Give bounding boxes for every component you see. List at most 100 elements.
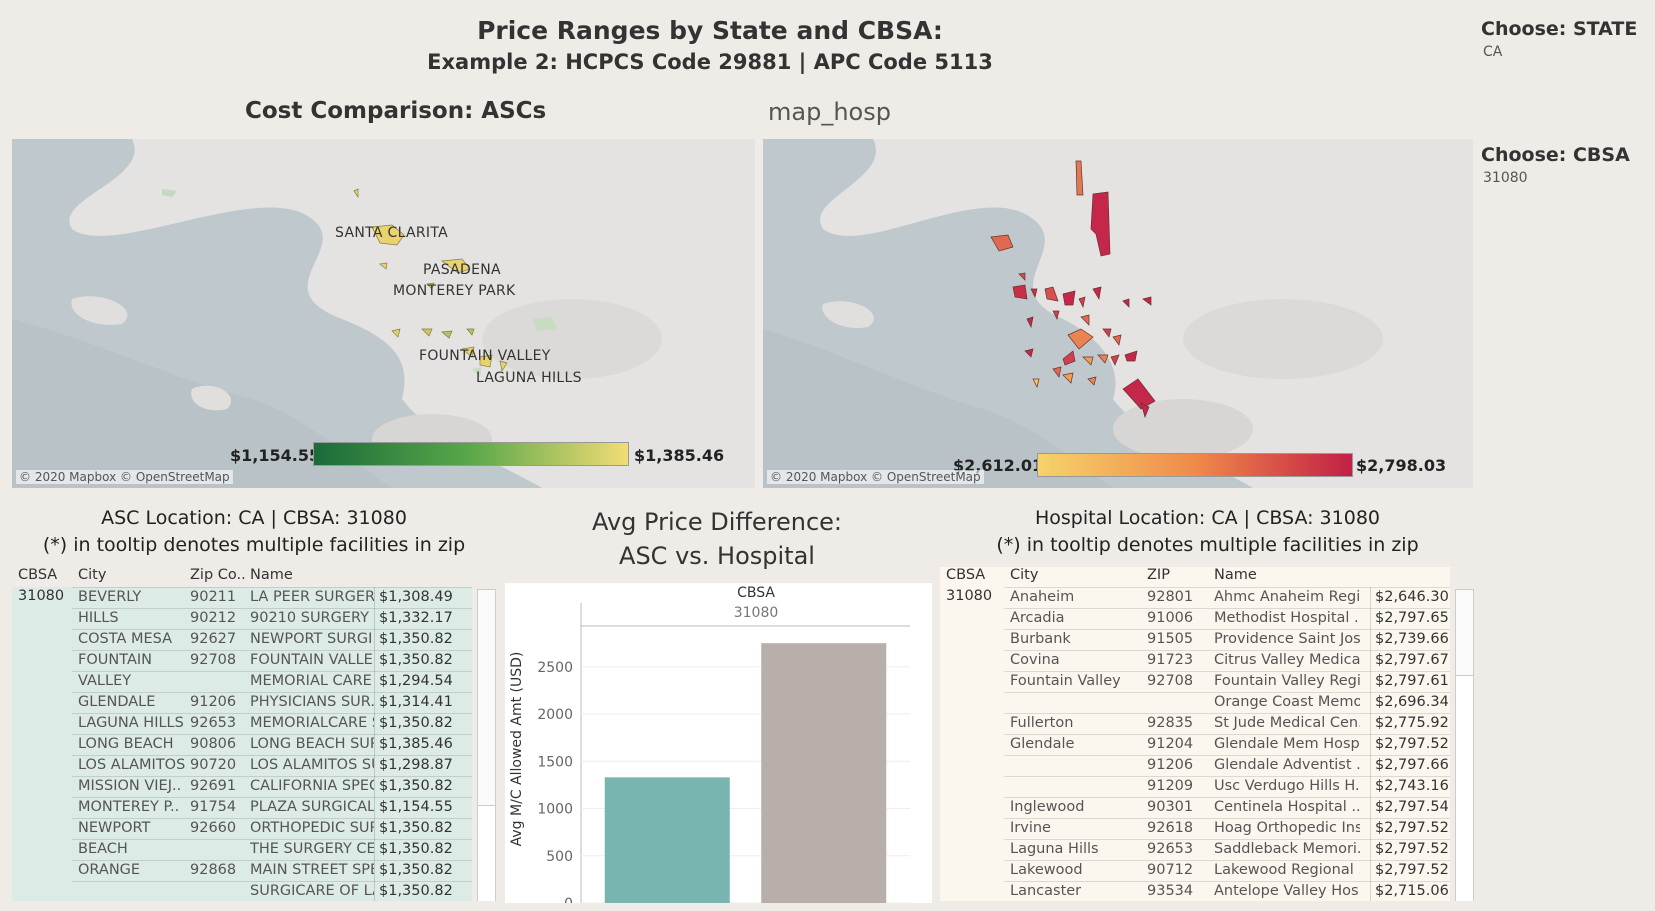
table-row[interactable]: Fountain Valley 92708 Fountain Valley Regi… — [940, 671, 1475, 692]
table-row[interactable]: VALLEY MEMORIAL CARE .. $1,294.54 — [12, 671, 496, 692]
map-label-laguna-hills: LAGUNA HILLS — [476, 370, 582, 386]
hosp-table[interactable]: CBSA City ZIP Name 31080 Anaheim 92801 Ahm… — [940, 567, 1475, 901]
cell-price: $1,385.46 — [374, 734, 473, 755]
hosp-header-cbsa[interactable]: CBSA — [946, 567, 986, 583]
cell-name: Glendale Mem Hospi.. — [1214, 736, 1360, 752]
cell-name: 90210 SURGERY .. — [250, 610, 374, 626]
table-row[interactable]: Irvine 92618 Hoag Orthopedic Ins.. $2,797.5… — [940, 818, 1475, 839]
table-row[interactable]: Covina 91723 Citrus Valley Medica.. $2,797.… — [940, 650, 1475, 671]
cell-city: Arcadia — [1010, 610, 1065, 626]
table-row[interactable]: LONG BEACH 90806 LONG BEACH SUR..$1,385.46 — [12, 734, 496, 755]
asc-header-cbsa[interactable]: CBSA — [18, 567, 58, 583]
cell-price: $1,314.41 — [374, 692, 473, 713]
cell-city: FOUNTAIN — [78, 652, 152, 668]
cell-name: Centinela Hospital .. — [1214, 799, 1360, 815]
table-row[interactable]: SURGICARE OF LA..$1,350.82 — [12, 881, 496, 901]
cell-name: SURGICARE OF LA.. — [250, 883, 374, 899]
cell-city: Laguna Hills — [1010, 841, 1099, 857]
cell-name: LA PEER SURGERY.. — [250, 589, 374, 605]
asc-header-name[interactable]: Name — [250, 567, 293, 583]
hosp-scroll-thumb[interactable] — [1456, 590, 1473, 676]
cell-price: $2,797.52 — [1370, 734, 1455, 755]
hosp-header-name[interactable]: Name — [1214, 567, 1257, 583]
chart-y-tick-label: 1500 — [537, 754, 573, 770]
chart-bar[interactable] — [761, 643, 887, 903]
table-row[interactable]: COSTA MESA 92627 NEWPORT SURGI.. $1,350.82 — [12, 629, 496, 650]
hosp-table-scrollbar[interactable] — [1455, 589, 1474, 901]
page-subtitle: Example 2: HCPCS Code 29881 | APC Code 5… — [427, 50, 993, 74]
cell-zip: 90806 — [190, 736, 237, 752]
table-row[interactable]: Inglewood 90301 Centinela Hospital .. $2,79… — [940, 797, 1475, 818]
cell-city: Fountain Valley — [1010, 673, 1121, 689]
cell-zip: 91505 — [1147, 631, 1194, 647]
table-row[interactable]: Laguna Hills 92653 Saddleback Memori.. $2,7… — [940, 839, 1475, 860]
cell-price: $1,350.82 — [374, 818, 473, 839]
asc-legend-min: $1,154.55 — [230, 446, 321, 465]
table-row[interactable]: MONTEREY P.. 91754 PLAZA SURGICAL ..$1,154… — [12, 797, 496, 818]
cell-city: GLENDALE — [78, 694, 156, 710]
state-filter-value[interactable]: CA — [1483, 44, 1503, 60]
cell-name: PLAZA SURGICAL .. — [250, 799, 374, 815]
hosp-header-city[interactable]: City — [1010, 567, 1039, 583]
asc-header-city[interactable]: City — [78, 567, 107, 583]
table-row[interactable]: Anaheim 92801 Ahmc Anaheim Regi.. $2,646.30 — [940, 587, 1475, 608]
cell-name: ORTHOPEDIC SUR.. — [250, 820, 374, 836]
hosp-header-zip[interactable]: ZIP — [1147, 567, 1170, 583]
cbsa-filter-value[interactable]: 31080 — [1483, 170, 1528, 186]
hosp-map-attribution[interactable]: © 2020 Mapbox © OpenStreetMap — [767, 470, 984, 484]
asc-map[interactable]: SANTA CLARITA PASADENA MONTEREY PARK FOU… — [12, 139, 755, 488]
asc-map-attribution[interactable]: © 2020 Mapbox © OpenStreetMap — [16, 470, 233, 484]
map-label-monterey-park: MONTEREY PARK — [393, 283, 516, 299]
table-row[interactable]: ORANGE 92868 MAIN STREET SPE..$1,350.82 — [12, 860, 496, 881]
table-row[interactable]: 91206 Glendale Adventist .. $2,797.66 — [940, 755, 1475, 776]
asc-scroll-thumb[interactable] — [478, 590, 495, 806]
cell-price: $2,797.52 — [1370, 818, 1455, 839]
table-row[interactable]: FOUNTAIN 92708 FOUNTAIN VALLE.. $1,350.82 — [12, 650, 496, 671]
map-label-fountain-valley: FOUNTAIN VALLEY — [419, 348, 551, 364]
cell-name: Citrus Valley Medica.. — [1214, 652, 1360, 668]
cell-price: $2,715.06 — [1370, 881, 1455, 901]
cell-price: $1,154.55 — [374, 797, 473, 818]
asc-header-zip[interactable]: Zip Co.. — [190, 567, 246, 583]
price-bar-chart[interactable]: CBSA 31080 0 500 1000 1500 2000 2500 Avg M/C … — [505, 583, 932, 903]
cell-name: MEMORIAL CARE .. — [250, 673, 374, 689]
cell-zip: 90712 — [1147, 862, 1194, 878]
table-row[interactable]: Lancaster 93534 Antelope Valley Hos.. $2,71… — [940, 881, 1475, 901]
cell-name: Methodist Hospital .. — [1214, 610, 1360, 626]
row-divider — [72, 797, 472, 798]
row-divider — [72, 881, 472, 882]
hosp-map[interactable]: $2,612.01 $2,798.03 © 2020 Mapbox © Open… — [763, 139, 1473, 488]
asc-map-title: Cost Comparison: ASCs — [245, 98, 547, 124]
cell-zip: 92801 — [1147, 589, 1194, 605]
chart-y-tick-label: 1000 — [537, 802, 573, 818]
cell-price: $1,350.82 — [374, 776, 473, 797]
hosp-cbsa-value: 31080 — [946, 588, 993, 604]
row-divider — [72, 776, 472, 777]
table-row[interactable]: MISSION VIEJ.. 92691 CALIFORNIA SPEC..$1,3… — [12, 776, 496, 797]
chart-bar[interactable] — [604, 777, 730, 903]
cell-city: Lakewood — [1010, 862, 1083, 878]
chart-column-value: 31080 — [733, 605, 779, 621]
table-row[interactable]: GLENDALE 91206 PHYSICIANS SUR.. $1,314.41 — [12, 692, 496, 713]
cell-price: $2,696.34 — [1370, 692, 1455, 713]
table-row[interactable]: NEWPORT 92660 ORTHOPEDIC SUR..$1,350.82 — [12, 818, 496, 839]
row-divider — [72, 713, 472, 714]
cell-city: VALLEY — [78, 673, 132, 689]
table-row[interactable]: BEACH THE SURGERY CE.. $1,350.82 — [12, 839, 496, 860]
table-row[interactable]: Burbank 91505 Providence Saint Jos.. $2,739… — [940, 629, 1475, 650]
table-row[interactable]: Lakewood 90712 Lakewood Regional .. $2,797.… — [940, 860, 1475, 881]
table-row[interactable]: HILLS 90212 90210 SURGERY .. $1,332.17 — [12, 608, 496, 629]
asc-table-scrollbar[interactable] — [477, 589, 496, 901]
table-row[interactable]: 91209 Usc Verdugo Hills H.. $2,743.16 — [940, 776, 1475, 797]
table-row[interactable]: BEVERLY 90211 LA PEER SURGERY..$1,308.49 — [12, 587, 496, 608]
table-row[interactable]: Orange Coast Memo.. $2,696.34 — [940, 692, 1475, 713]
row-divider — [72, 587, 472, 588]
table-row[interactable]: Glendale 91204 Glendale Mem Hospi.. $2,797.… — [940, 734, 1475, 755]
cell-name: Usc Verdugo Hills H.. — [1214, 778, 1360, 794]
table-row[interactable]: Arcadia 91006 Methodist Hospital .. $2,797.… — [940, 608, 1475, 629]
table-row[interactable]: Fullerton 92835 St Jude Medical Cen.. $2,77… — [940, 713, 1475, 734]
table-row[interactable]: LAGUNA HILLS 92653 MEMORIALCARE S..$1,350.… — [12, 713, 496, 734]
cell-zip: 90211 — [190, 589, 237, 605]
asc-table[interactable]: CBSA City Zip Co.. Name 31080 BEVERLY 902… — [12, 567, 496, 901]
